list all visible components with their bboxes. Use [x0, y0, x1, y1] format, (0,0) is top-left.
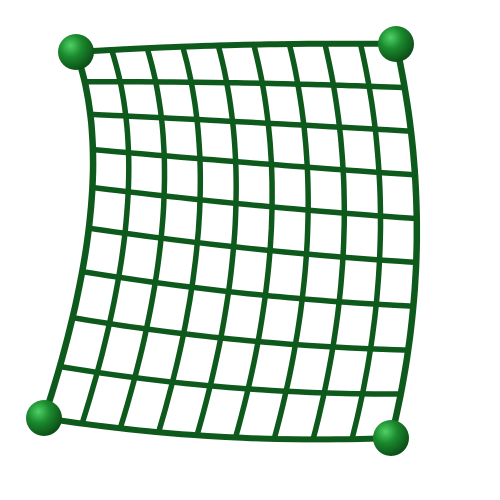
mesh-horizontal-line	[89, 184, 420, 222]
mesh-horizontal-line	[90, 146, 418, 178]
handle-top-left	[58, 34, 94, 70]
mesh-vertical-line	[387, 40, 421, 442]
handle-top-right	[378, 26, 414, 62]
mesh-grid	[40, 40, 421, 443]
mesh-horizontal-line	[81, 79, 408, 91]
mesh-vertical-line	[349, 40, 384, 442]
handle-bottom-left	[26, 400, 62, 436]
mesh-vertical-line	[194, 42, 239, 439]
mesh-vertical-line	[271, 41, 311, 442]
handle-bottom-right	[373, 420, 409, 456]
mesh-vertical-line	[117, 45, 168, 432]
mesh-horizontal-line	[73, 40, 399, 55]
mesh-vertical-line	[79, 47, 132, 427]
corner-handles	[26, 26, 414, 456]
mesh-horizontal-line	[57, 363, 404, 397]
mesh-vertical-line	[40, 48, 97, 422]
mesh-horizontal-line	[79, 268, 417, 309]
mesh-vertical-line	[310, 40, 348, 443]
mesh-horizontal-line	[69, 314, 411, 353]
mesh-vertical-line	[232, 41, 275, 441]
mesh-horizontal-line	[41, 415, 394, 443]
mesh-horizontal-line	[86, 225, 419, 266]
mesh-vertical-line	[155, 43, 204, 435]
mesh-horizontal-line	[87, 111, 414, 134]
